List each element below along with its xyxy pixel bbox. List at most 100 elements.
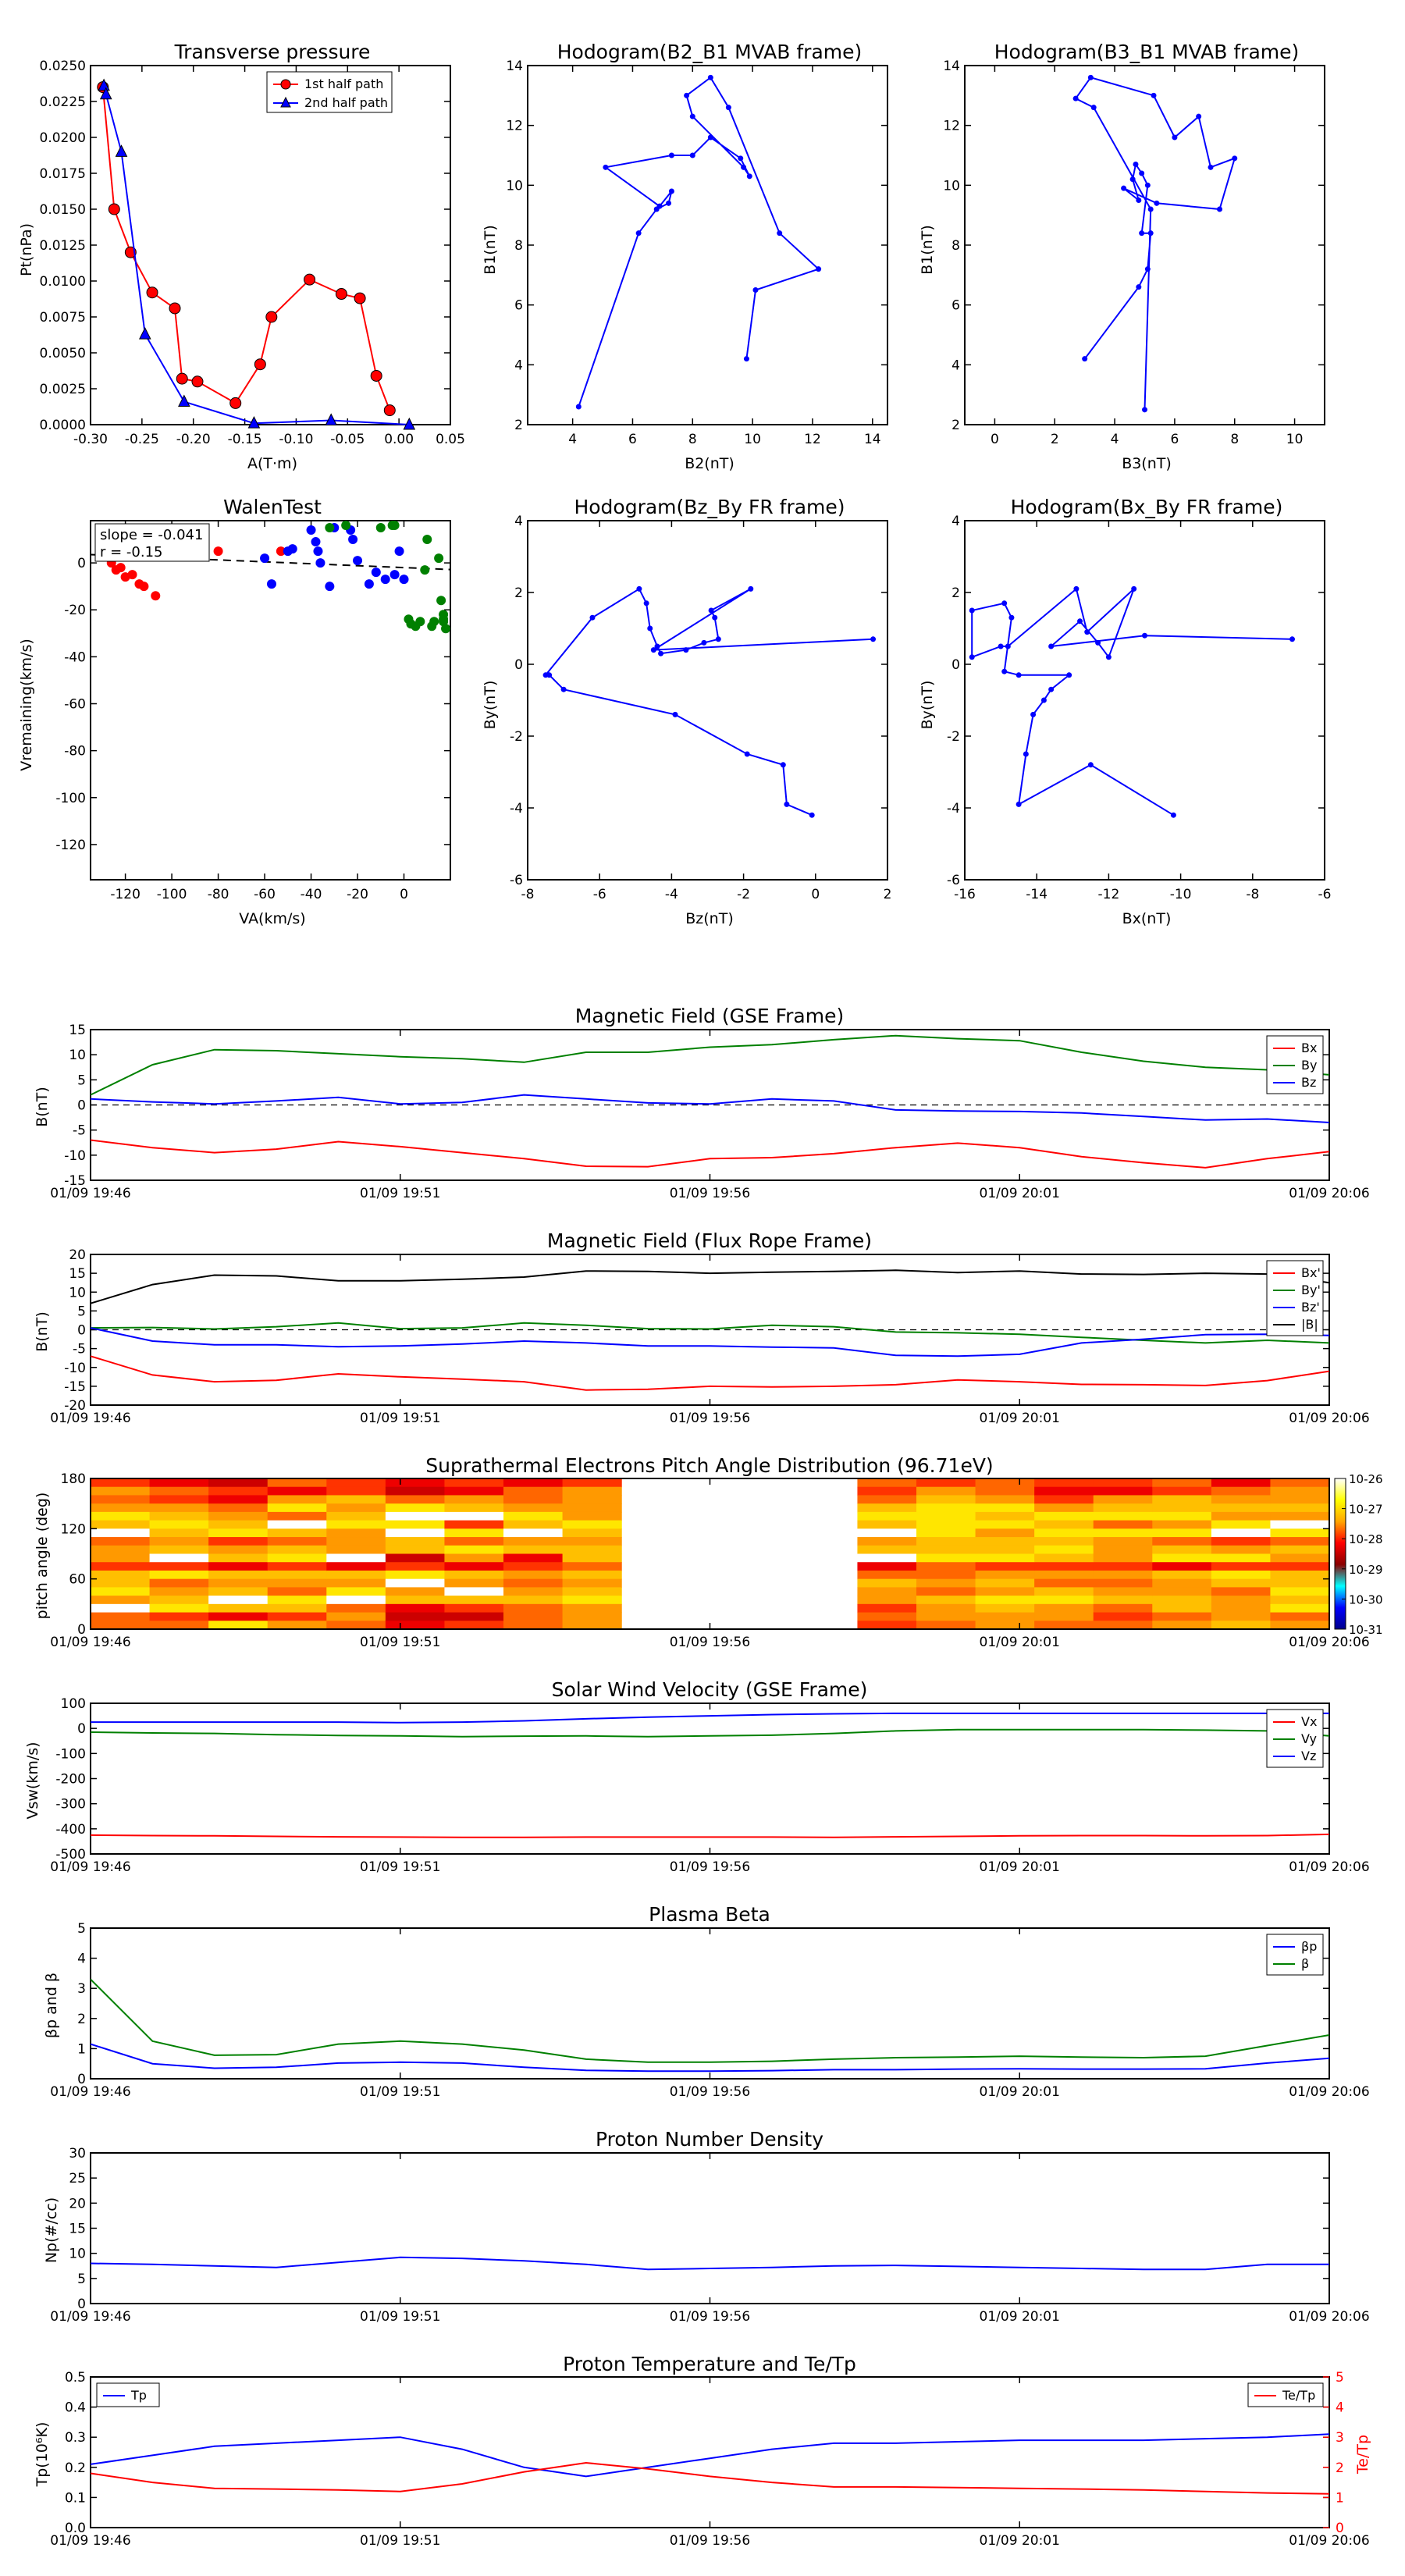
- tp-point: [229, 397, 242, 409]
- pad-heatmap-cell: [916, 1545, 976, 1555]
- pad-heatmap-cell: [91, 1545, 151, 1555]
- pad-heatmap-cell: [1152, 1587, 1212, 1596]
- pad-heatmap-cell: [916, 1478, 976, 1488]
- pad-heatmap-cell: [149, 1478, 209, 1488]
- h21-point: [738, 155, 744, 162]
- hxy-y-ticklabel: 4: [951, 514, 960, 529]
- tp-x-ticklabel: -0.10: [279, 432, 313, 447]
- hzy-y-ticklabel: -6: [510, 873, 523, 888]
- h21-x-ticklabel: 14: [864, 432, 881, 447]
- walen-point: [380, 575, 390, 585]
- walen-x-ticklabel: -40: [301, 887, 322, 902]
- h21-point: [689, 152, 695, 158]
- np-series-line-0: [90, 2256, 1329, 2271]
- pad-heatmap-cell: [857, 1612, 917, 1621]
- beta-y-ticklabel: 2: [77, 2012, 86, 2027]
- pad-heatmap-cell: [267, 1537, 327, 1546]
- walen-point: [151, 591, 161, 601]
- hzy-point: [809, 812, 815, 818]
- pad-heatmap-cell: [267, 1603, 327, 1614]
- pad-heatmap-cell: [91, 1570, 151, 1580]
- pad-heatmap-cell: [208, 1528, 269, 1538]
- pad-heatmap-cell: [1034, 1578, 1094, 1588]
- hxy-point: [969, 654, 975, 660]
- pad-heatmap-cell: [444, 1503, 504, 1513]
- pad-heatmap-cell: [385, 1603, 446, 1614]
- tp-x-ticklabel: -0.25: [125, 432, 159, 447]
- pad-heatmap-cell: [503, 1545, 564, 1555]
- h31-y-ticklabel: 14: [943, 59, 960, 74]
- bgse-series-line-1: [90, 1034, 1330, 1096]
- vsw-series-line-0: [90, 1833, 1330, 1838]
- pad-heatmap-cell: [1211, 1478, 1272, 1488]
- pad-heatmap-cell: [562, 1603, 622, 1614]
- h21-point: [603, 164, 609, 170]
- bgse-y-ticklabel: 5: [77, 1073, 86, 1088]
- hzy-point: [701, 639, 707, 646]
- bfr-y-ticklabel: 5: [77, 1304, 86, 1319]
- h21-point: [707, 74, 713, 80]
- pad-heatmap-cell: [1152, 1528, 1212, 1538]
- pad-heatmap-cell: [1093, 1562, 1153, 1571]
- tp-x-ticklabel: -0.20: [176, 432, 211, 447]
- tpr-y2-ticklabel: 1: [1336, 2490, 1344, 2506]
- pad-heatmap-cell: [208, 1603, 269, 1614]
- h31-point: [1147, 230, 1154, 237]
- tp-legend-marker: [280, 79, 291, 90]
- hxy-point: [1289, 636, 1296, 642]
- bgse-series-line-0: [90, 1139, 1330, 1169]
- walen-point: [116, 563, 126, 573]
- pad-heatmap-cell: [385, 1570, 446, 1580]
- tp-point: [176, 372, 188, 385]
- bfr-y-ticklabel: -20: [64, 1398, 86, 1414]
- pad-heatmap-cell: [857, 1578, 917, 1588]
- h21-x-ticklabel: 4: [568, 432, 577, 447]
- pad-heatmap-cell: [916, 1495, 976, 1504]
- tp-point: [247, 416, 261, 429]
- bfr-legend-label: |B|: [1301, 1317, 1318, 1332]
- pad-heatmap-cell: [1093, 1545, 1153, 1555]
- pad-heatmap-cell: [975, 1478, 1035, 1488]
- np-x-ticklabel: 01/09 20:01: [980, 2309, 1060, 2325]
- pad-colorbar-label: 10-26: [1349, 1472, 1383, 1486]
- pad-heatmap-cell: [1093, 1587, 1153, 1596]
- bfr-y-ticklabel: 15: [69, 1266, 86, 1282]
- np-x-ticklabel: 01/09 19:51: [360, 2309, 440, 2325]
- pad-heatmap-cell: [975, 1486, 1035, 1496]
- pad-heatmap-cell: [857, 1621, 917, 1630]
- pad-heatmap-cell: [91, 1511, 151, 1521]
- tp-legend-label: 1st half path: [304, 76, 383, 91]
- tpr-y-ticklabel: 0.4: [65, 2400, 86, 2416]
- hxy-point: [1040, 697, 1047, 703]
- pad-heatmap-cell: [149, 1495, 209, 1504]
- tp-point: [354, 292, 366, 304]
- h21-point: [746, 173, 752, 180]
- h31-y-ticklabel: 12: [943, 119, 960, 134]
- pad-heatmap-cell: [857, 1587, 917, 1596]
- hzy-y-ticklabel: -2: [510, 729, 523, 745]
- pad-heatmap-cell: [444, 1562, 504, 1571]
- hxy-point: [1016, 672, 1022, 678]
- tpr-y2-ticklabel: 5: [1336, 2370, 1344, 2386]
- hzy-series-line-0: [543, 587, 873, 817]
- pad-heatmap-cell: [1211, 1545, 1272, 1555]
- pad-heatmap-cell: [385, 1537, 446, 1546]
- pad-heatmap-cell: [385, 1578, 446, 1588]
- tp-point: [108, 203, 120, 215]
- ylabel-magnetic-field-flux-rope: B(nT): [34, 1311, 51, 1352]
- pad-heatmap-cell: [326, 1621, 386, 1630]
- pad-heatmap-cell: [444, 1596, 504, 1605]
- pad-heatmap-cell: [208, 1570, 269, 1580]
- pad-heatmap-cell: [385, 1520, 446, 1529]
- pad-heatmap-cell: [975, 1587, 1035, 1596]
- hxy-point: [1005, 643, 1011, 649]
- pad-heatmap-cell: [1034, 1545, 1094, 1555]
- h21-point: [707, 134, 713, 141]
- hzy-plot-frame: [527, 520, 888, 881]
- pad-heatmap-cell: [149, 1603, 209, 1614]
- walen-y-ticklabel: -40: [64, 649, 86, 665]
- bfr-y-ticklabel: -5: [73, 1342, 86, 1357]
- pad-heatmap-cell: [503, 1612, 564, 1621]
- hxy-point: [1087, 762, 1094, 768]
- pad-heatmap-cell: [267, 1578, 327, 1588]
